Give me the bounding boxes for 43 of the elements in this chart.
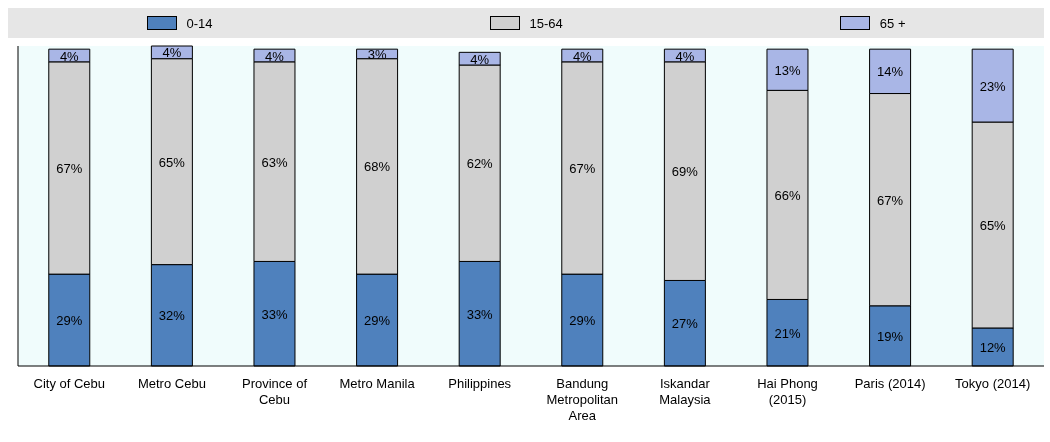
data-label: 4% [59,48,80,64]
x-tick-label: Metro Cebu [137,376,206,391]
legend-label: 65 + [879,15,906,31]
data-label: 33% [261,306,288,322]
data-label: 66% [774,187,801,203]
data-label: 67% [56,160,83,176]
x-tick-label: Iskandar Malaysia [659,376,712,407]
data-label: 4% [265,48,285,64]
x-tick-label: Metro Manila [339,376,416,391]
data-label: 29% [569,313,596,329]
data-label: 32% [158,308,186,324]
data-label: 21% [774,325,801,341]
data-label: 65% [979,218,1007,234]
data-label: 67% [877,192,904,208]
data-label: 67% [569,160,596,176]
x-tick-label: Hai Phong (2015) [757,376,818,407]
data-label: 19% [877,328,904,344]
data-label: 3% [367,46,387,62]
x-tick-label: Philippines [448,376,512,391]
x-tick-label: Paris (2014) [854,376,926,391]
data-label: 69% [671,164,699,180]
data-label: 4% [675,48,695,64]
data-label: 4% [470,51,490,67]
data-label: 27% [671,316,699,332]
data-label: 29% [56,313,83,329]
x-tick-label: Bandung Metropolitan Area [546,376,619,423]
data-label: 4% [162,45,182,61]
data-label: 23% [979,78,1007,94]
data-label: 62% [466,156,494,172]
x-tick-label: City of Cebu [33,376,106,391]
legend-label: 0-14 [186,15,213,31]
x-tick-label: Province of Cebu [241,376,308,407]
legend-label: 15-64 [529,15,563,31]
data-label: 29% [364,313,391,329]
data-label: 65% [158,154,186,170]
data-label: 63% [261,154,288,170]
data-label: 13% [774,62,801,78]
data-label: 4% [572,48,593,64]
data-label: 33% [466,306,494,322]
data-label: 14% [877,64,904,80]
data-label: 12% [979,339,1007,355]
x-tick-label: Tokyo (2014) [955,376,1031,391]
data-label: 68% [364,159,391,175]
